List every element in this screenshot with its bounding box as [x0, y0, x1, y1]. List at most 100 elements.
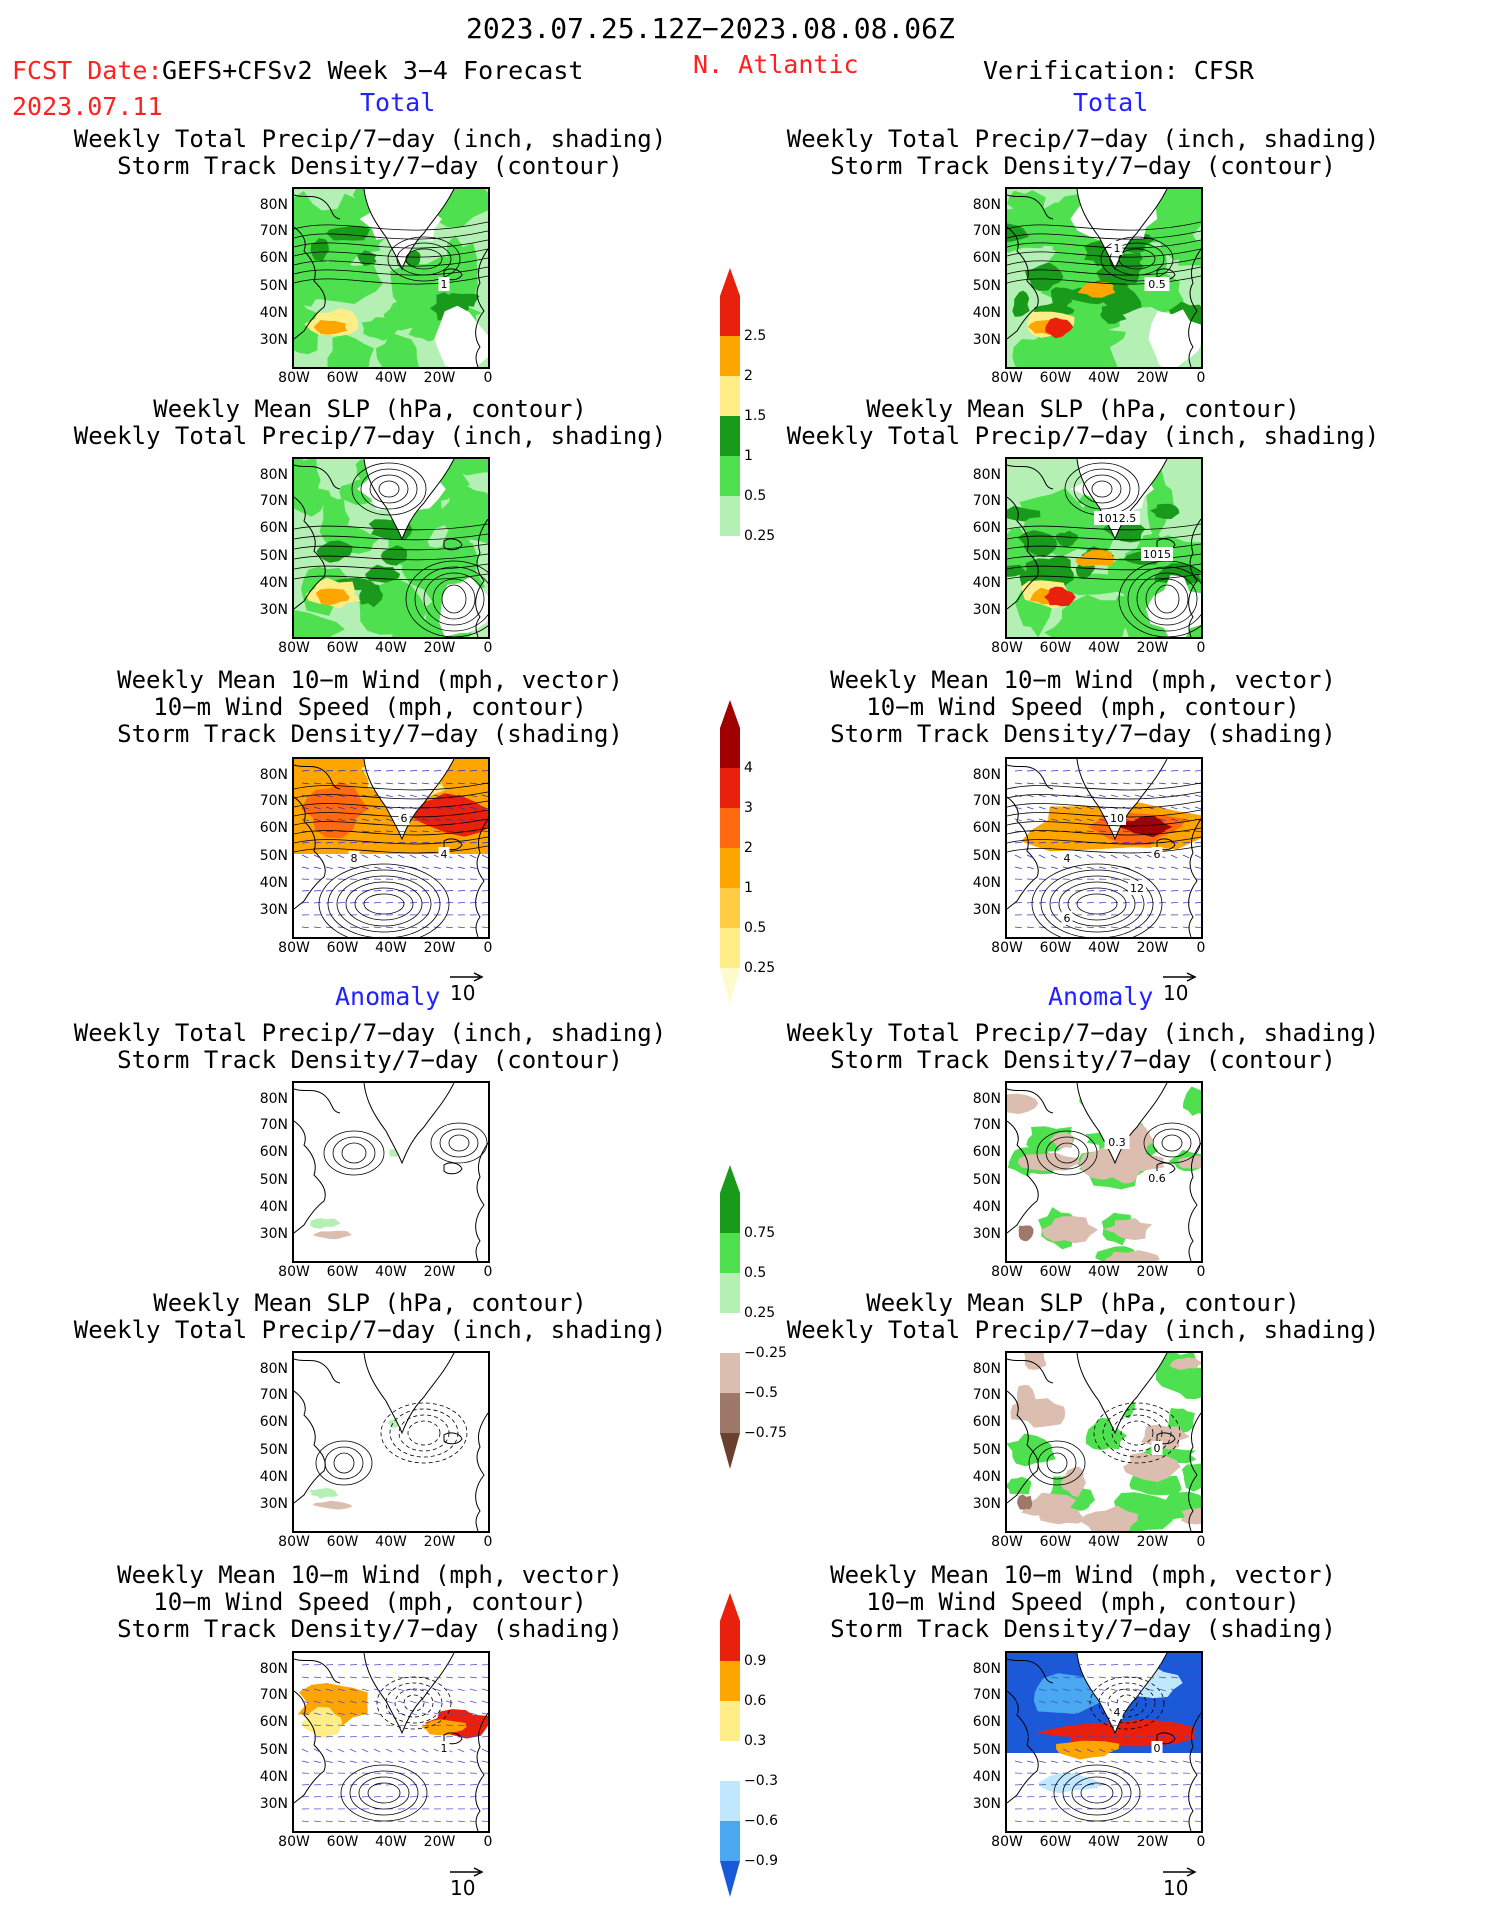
wind-vector: [481, 794, 488, 797]
wind-vector: [1050, 1712, 1058, 1716]
wind-vector: [1038, 1735, 1047, 1738]
contour-line: [1062, 1770, 1132, 1816]
anomaly-label-right: Anomaly: [1048, 982, 1154, 1011]
wind-vector: [349, 770, 358, 772]
wind-vector: [421, 1735, 430, 1738]
wind-vector: [1194, 1712, 1201, 1715]
contour-line: [1107, 1688, 1147, 1718]
contour-label-box: [1141, 547, 1173, 561]
wind-vector: [433, 1664, 442, 1666]
vector-ref-arrow: [1163, 1867, 1197, 1877]
contour-line: [439, 1128, 479, 1158]
contour-line: [1045, 1136, 1089, 1170]
wind-vector: [361, 901, 370, 904]
wind-vector: [1074, 1664, 1083, 1666]
wind-vector: [1194, 1688, 1201, 1691]
wind-vector: [349, 1748, 357, 1753]
title-line: Weekly Mean 10−m Wind (mph, vector): [830, 666, 1336, 694]
north-america-coast: [294, 796, 326, 910]
wind-vector: [385, 1795, 394, 1798]
wind-vector: [1122, 1676, 1130, 1679]
wind-vector: [1074, 1748, 1082, 1753]
lon-tick-label: 80W: [278, 940, 310, 956]
wind-vector: [301, 890, 310, 892]
wind-vector: [325, 1676, 333, 1679]
wind-vector: [481, 1760, 488, 1763]
wind-vector: [1194, 926, 1201, 929]
wind-vector: [1158, 1820, 1166, 1823]
wind-vector: [409, 794, 417, 798]
wind-vector: [481, 1784, 488, 1786]
wind-vector: [337, 890, 346, 892]
wind-vector: [1098, 818, 1106, 822]
wind-vector: [1110, 1820, 1118, 1823]
lon-tick-label: 0: [483, 640, 493, 656]
wind-vector: [361, 1664, 370, 1666]
wind-vector: [349, 818, 357, 822]
lat-tick-label: 30N: [972, 1795, 1001, 1812]
wind-vector: [1158, 866, 1166, 869]
wind-vector: [337, 1784, 346, 1786]
wind-vector: [361, 1784, 370, 1786]
wind-vector: [1194, 794, 1201, 797]
contour-line: [294, 221, 488, 231]
wind-vector: [1074, 854, 1082, 859]
wind-vector: [1026, 1784, 1035, 1786]
wind-vector: [1074, 1724, 1083, 1727]
wind-vector: [1122, 841, 1131, 844]
wind-vector: [1074, 782, 1082, 785]
precip-cell: [1154, 563, 1201, 587]
precip-cell: [1045, 317, 1074, 339]
wind-vector: [421, 1724, 430, 1727]
precip-cell: [439, 483, 488, 538]
contour-label-box: [1151, 847, 1163, 861]
wind-vector: [361, 1700, 369, 1704]
wind-vector: [1014, 841, 1023, 844]
colorbar-segment: [720, 848, 740, 888]
contour-line: [294, 239, 488, 249]
lon-tick-label: 20W: [1136, 1264, 1169, 1280]
wind-vector: [1062, 1748, 1070, 1753]
lat-tick-label: 40N: [259, 1468, 288, 1485]
wind-vector: [1122, 1688, 1130, 1692]
wind-vector: [1158, 782, 1166, 785]
contour-label-text: 1: [441, 1742, 448, 1755]
wind-vector: [1098, 1700, 1106, 1704]
wind-vector: [373, 1712, 381, 1716]
colorbar-segment: [720, 1741, 740, 1781]
contour-label: 12: [1128, 881, 1146, 895]
contour-line: [380, 1402, 468, 1464]
wind-vector: [361, 806, 369, 810]
wind-vector: [1182, 770, 1191, 772]
contour-line: [1007, 230, 1201, 240]
contour-line: [1046, 1452, 1068, 1474]
lat-tick-label: 40N: [259, 304, 288, 321]
wind-vector: [325, 806, 333, 810]
title-line: Weekly Total Precip/7−day (inch, shading…: [73, 1316, 667, 1344]
colorbar-anomaly-precip: [720, 1165, 740, 1489]
wind-vector: [301, 1735, 310, 1738]
arctic-islands-coast: [294, 1088, 341, 1114]
wind-vector: [1134, 770, 1143, 772]
contour-line: [407, 1420, 441, 1446]
wind-vector: [469, 1712, 477, 1716]
contour-label-text: 4: [1114, 1706, 1121, 1719]
wind-vector: [373, 901, 382, 904]
map-panel-ob-precip: 0.5 1: [1005, 187, 1203, 369]
map-canvas: 6 10 4 12 6: [1007, 759, 1201, 937]
wind-vector: [325, 830, 334, 833]
lat-tick-label: 50N: [972, 1171, 1001, 1188]
wind-vector: [385, 1760, 393, 1763]
wind-vector: [1050, 901, 1059, 904]
wind-vector: [433, 1795, 442, 1798]
wind-vector: [325, 1724, 334, 1727]
wind-vector: [1098, 1676, 1106, 1679]
wind-vector: [1050, 1676, 1058, 1679]
wind-vector: [361, 818, 369, 822]
colorbar-segment: [720, 1661, 740, 1701]
lon-tick-label: 40W: [1088, 940, 1120, 956]
contour-line: [1136, 572, 1198, 626]
wind-vector: [337, 866, 345, 869]
colorbar-label: 0.3: [744, 1733, 767, 1749]
wind-vector: [1170, 841, 1179, 844]
